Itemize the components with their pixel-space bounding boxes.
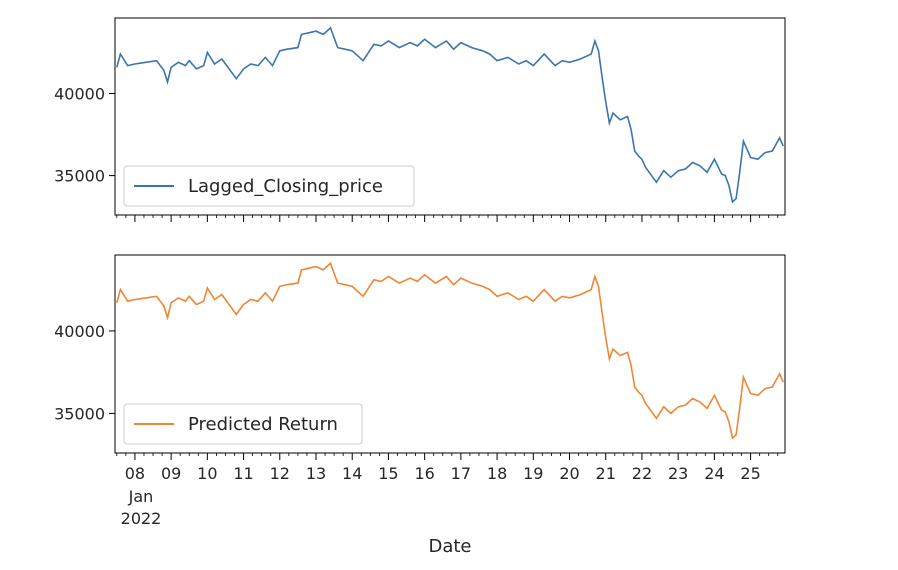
x-tick-label: 24	[704, 464, 724, 483]
legend-box	[123, 403, 363, 445]
legend-box	[123, 165, 415, 207]
legend-label-predicted-return: Predicted Return	[188, 414, 338, 435]
x-tick-label: 18	[487, 464, 507, 483]
x-axis-bottom: 08 09 10 11 12 13 14 15 16 17 18 19 20 21 22 23 24 25	[116, 453, 779, 483]
x-tick-label: 09	[161, 464, 181, 483]
x-tick-label: 12	[270, 464, 290, 483]
series-line-predicted-return	[116, 261, 784, 440]
y-tick-label: 40000	[54, 85, 105, 104]
x-tick-label: 17	[451, 464, 471, 483]
bottom-subplot: 35000 40000 08 09 10 11 12 13 14 15 16 17 18 19 20 21 2…	[54, 254, 786, 557]
x-tick-label: 22	[632, 464, 652, 483]
x-tick-label: 10	[197, 464, 217, 483]
x-tick-label: 25	[740, 464, 760, 483]
y-axis-top: 35000 40000	[54, 85, 115, 186]
legend-label-lagged-closing-price: Lagged_Closing_price	[188, 176, 383, 197]
x-tick-label: 23	[668, 464, 688, 483]
x-tick-label: 13	[306, 464, 326, 483]
x-tick-label: 14	[342, 464, 362, 483]
x-tick-label: 11	[233, 464, 253, 483]
y-axis-bottom: 35000 40000	[54, 322, 115, 423]
x-tick-label: 21	[596, 464, 616, 483]
legend-top: Lagged_Closing_price	[123, 165, 415, 207]
y-tick-label: 40000	[54, 322, 105, 341]
x-tick-sublabel-year: 2022	[121, 509, 162, 528]
x-ticks-top	[116, 215, 779, 222]
x-tick-label: 15	[378, 464, 398, 483]
y-tick-label: 35000	[54, 404, 105, 423]
series-line-lagged-closing-price	[116, 26, 784, 204]
x-tick-label: 08	[125, 464, 145, 483]
x-tick-sublabel-month: Jan	[128, 487, 154, 506]
x-axis-title: Date	[428, 536, 471, 557]
legend-bottom: Predicted Return	[123, 403, 363, 445]
x-tick-label: 20	[559, 464, 579, 483]
x-tick-label: 16	[414, 464, 434, 483]
top-subplot: 35000 40000 Lagged_Closing_price	[54, 17, 786, 222]
y-tick-label: 35000	[54, 167, 105, 186]
x-tick-label: 19	[523, 464, 543, 483]
